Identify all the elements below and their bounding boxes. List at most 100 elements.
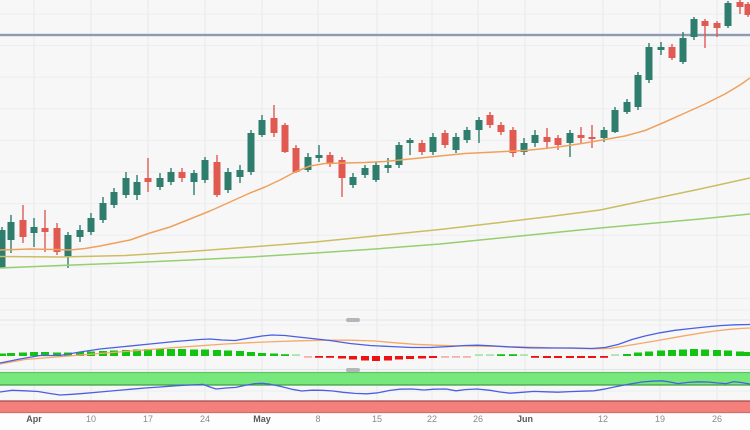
- x-axis-label: 10: [86, 414, 96, 424]
- macd-histogram-bar: [372, 356, 380, 361]
- oscillator-panel: [0, 371, 750, 414]
- macd-histogram-bar: [338, 356, 346, 359]
- candle-body: [520, 143, 528, 152]
- macd-histogram-bar: [713, 350, 721, 356]
- macd-histogram-bar: [744, 352, 750, 356]
- macd-histogram-bar: [76, 352, 84, 356]
- candle-body: [736, 2, 744, 7]
- candle-body: [475, 120, 483, 130]
- macd-histogram-bar: [486, 354, 494, 356]
- macd-histogram-bar: [201, 349, 209, 356]
- macd-histogram-bar: [384, 356, 392, 361]
- macd-histogram-bar: [281, 354, 289, 356]
- x-axis-label: May: [253, 414, 271, 424]
- macd-histogram-bar: [679, 349, 687, 356]
- macd-histogram-bar: [543, 356, 551, 358]
- macd-signal-line: [0, 327, 750, 365]
- candle-body: [497, 125, 505, 132]
- candle-body: [41, 228, 49, 232]
- macd-histogram-bar: [566, 356, 574, 358]
- oversold-band: [0, 401, 750, 413]
- macd-histogram-bar: [224, 350, 232, 356]
- macd-histogram-bar: [0, 353, 6, 356]
- candle-body: [270, 118, 278, 133]
- x-axis-label: 22: [427, 414, 437, 424]
- macd-histogram-bar: [611, 354, 619, 356]
- candle-body: [122, 178, 130, 195]
- macd-histogram-bar: [7, 353, 15, 356]
- macd-panel: [0, 323, 750, 365]
- candle-body: [441, 133, 449, 145]
- macd-histogram-bar: [361, 356, 369, 361]
- candle-body: [30, 227, 38, 233]
- candle-body: [213, 162, 221, 195]
- candle-body: [486, 115, 494, 125]
- macd-histogram-bar: [30, 352, 38, 356]
- candle-body: [668, 47, 676, 58]
- candle-body: [566, 133, 574, 143]
- macd-histogram-bar: [110, 350, 118, 356]
- candle-body: [611, 110, 619, 132]
- candle-body: [429, 137, 437, 152]
- macd-histogram-bar: [463, 356, 471, 358]
- macd-histogram-bar: [657, 350, 665, 356]
- candle-body: [395, 145, 403, 165]
- candle-body: [7, 222, 15, 240]
- candle-body: [247, 133, 255, 172]
- overbought-band: [0, 372, 750, 385]
- candle-body: [577, 135, 585, 138]
- panel-resize-handle[interactable]: [346, 318, 360, 322]
- macd-histogram-bar: [258, 353, 266, 356]
- candle-body: [679, 38, 687, 62]
- candle-body: [349, 177, 357, 185]
- macd-histogram-bar: [690, 349, 698, 356]
- candle-body: [384, 165, 392, 168]
- macd-histogram-bar: [588, 356, 596, 358]
- candle-body: [634, 75, 642, 107]
- macd-histogram-bar: [190, 349, 198, 356]
- candle-body: [531, 135, 539, 143]
- oscillator-line: [0, 380, 750, 396]
- candle-body: [190, 173, 198, 182]
- macd-histogram-bar: [577, 356, 585, 358]
- candle-body: [304, 157, 312, 170]
- macd-histogram-bar: [156, 349, 164, 356]
- macd-histogram-bar: [554, 356, 562, 358]
- candle-body: [361, 168, 369, 175]
- candle-body: [144, 178, 152, 182]
- candle-body: [713, 23, 721, 28]
- macd-line: [0, 323, 750, 364]
- macd-histogram-bar: [600, 356, 608, 358]
- candle-body: [326, 155, 334, 163]
- candle-body: [19, 220, 27, 237]
- candle-body: [554, 138, 562, 145]
- macd-histogram-bar: [41, 352, 49, 356]
- price-level-line: [0, 33, 750, 37]
- candle-body: [258, 120, 266, 135]
- candle-body: [53, 228, 61, 252]
- candle-body: [645, 47, 653, 80]
- macd-histogram-bar: [429, 356, 437, 358]
- x-axis-label: 19: [655, 414, 665, 424]
- candle-body: [543, 137, 551, 142]
- candle-body: [64, 235, 72, 257]
- candle-body: [701, 21, 709, 26]
- candle-body: [292, 148, 300, 172]
- x-axis-label: 26: [473, 414, 483, 424]
- candle-body: [724, 3, 732, 26]
- macd-histogram-bar: [349, 356, 357, 360]
- macd-histogram-bar: [133, 349, 141, 356]
- candle-body: [372, 165, 380, 180]
- panel-separators: [0, 318, 750, 372]
- macd-histogram-bar: [213, 350, 221, 356]
- panel-resize-handle[interactable]: [346, 368, 360, 372]
- candle-body: [600, 130, 608, 138]
- macd-histogram-bar: [236, 351, 244, 356]
- macd-histogram-bar: [668, 350, 676, 356]
- macd-histogram-bar: [475, 354, 483, 356]
- macd-histogram-bar: [247, 352, 255, 356]
- macd-histogram-bar: [167, 349, 175, 356]
- chart-plot-area[interactable]: [0, 0, 750, 412]
- x-axis-label: Jun: [517, 414, 533, 424]
- x-axis-label: 17: [143, 414, 153, 424]
